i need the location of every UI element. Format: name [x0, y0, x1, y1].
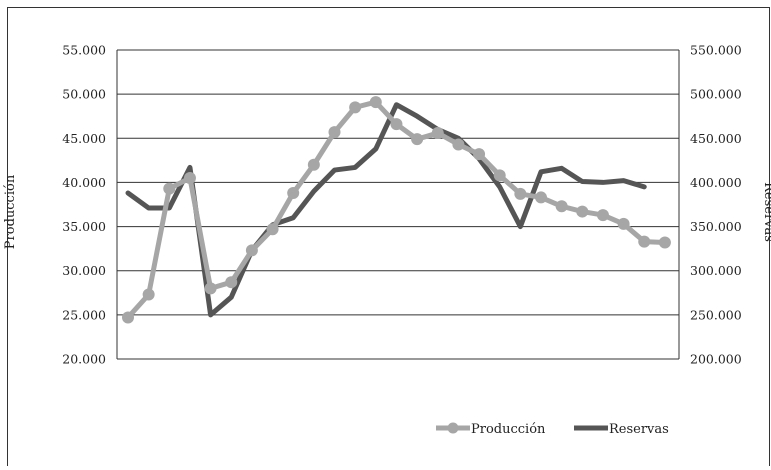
left-tick-labels: 20.000 25.000 30.000 35.000 40.000 45.000 50.0…: [62, 43, 106, 367]
y-left-tick-label: 40.000: [62, 175, 106, 190]
data-point-produccion: [452, 138, 465, 151]
data-point-produccion: [390, 118, 403, 131]
data-point-produccion: [431, 126, 444, 139]
data-point-produccion: [535, 191, 547, 204]
data-point-produccion: [576, 205, 589, 218]
legend-label-reservas: Reservas: [609, 422, 669, 437]
chart-border: [7, 7, 770, 470]
data-point-produccion: [122, 311, 134, 324]
data-point-produccion: [142, 288, 155, 301]
data-point-produccion: [493, 169, 506, 182]
data-point-produccion: [638, 235, 651, 248]
y-left-axis-title: Producción: [3, 174, 18, 249]
data-point-produccion: [514, 187, 527, 200]
y-right-tick-label: 350.000: [690, 219, 742, 234]
data-point-produccion: [225, 276, 238, 289]
legend-label-produccion: Producción: [471, 422, 546, 437]
y-left-tick-label: 20.000: [62, 352, 106, 367]
data-point-produccion: [245, 244, 258, 257]
gridlines: [117, 49, 679, 316]
right-tick-labels: 200.000 250.000 300.000 350.000 400.000 450.0…: [690, 43, 742, 367]
series-line-reservas: [125, 102, 647, 318]
series-reservas: [125, 102, 647, 318]
data-point-produccion: [596, 209, 609, 222]
axes: [116, 50, 680, 360]
series-produccion: [122, 96, 671, 324]
y-left-tick-label: 35.000: [62, 219, 106, 234]
legend: Producción Reservas: [436, 422, 669, 437]
y-left-tick-label: 45.000: [62, 131, 106, 146]
data-point-produccion: [617, 217, 630, 230]
y-right-tick-label: 550.000: [690, 43, 742, 58]
data-point-produccion: [555, 200, 568, 213]
y-left-tick-label: 55.000: [62, 43, 106, 58]
y-right-tick-label: 450.000: [690, 131, 742, 146]
y-left-tick-label: 50.000: [62, 87, 106, 102]
data-point-produccion: [266, 223, 279, 236]
y-right-axis-title: Reservas: [761, 182, 771, 242]
data-point-produccion: [287, 187, 300, 200]
data-point-produccion: [658, 236, 671, 249]
y-right-tick-label: 300.000: [690, 263, 742, 278]
data-point-produccion: [204, 282, 217, 295]
legend-item-reservas: Reservas: [574, 422, 669, 437]
y-right-tick-label: 500.000: [690, 87, 742, 102]
data-point-produccion: [163, 182, 176, 195]
data-point-produccion: [328, 126, 341, 139]
legend-item-produccion: Producción: [436, 422, 546, 437]
y-right-tick-label: 250.000: [690, 307, 742, 322]
series-layer: [122, 96, 671, 324]
y-left-tick-label: 30.000: [62, 263, 106, 278]
data-point-produccion: [349, 101, 362, 114]
data-point-produccion: [473, 148, 486, 161]
legend-marker-produccion: [447, 422, 459, 434]
data-point-produccion: [369, 96, 382, 109]
data-point-produccion: [411, 133, 424, 146]
y-right-tick-label: 200.000: [690, 352, 742, 367]
data-point-produccion: [307, 158, 320, 171]
y-left-tick-label: 25.000: [62, 307, 106, 322]
data-point-produccion: [183, 172, 196, 185]
y-right-tick-label: 400.000: [690, 175, 742, 190]
